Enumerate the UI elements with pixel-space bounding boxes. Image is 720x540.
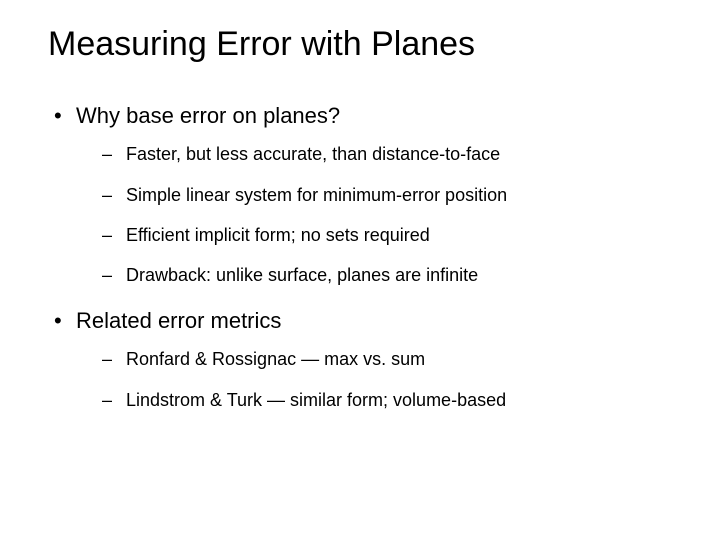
- sub-bullet-list: Ronfard & Rossignac — max vs. sum Lindst…: [76, 347, 680, 412]
- bullet-text: Ronfard & Rossignac — max vs. sum: [126, 349, 425, 369]
- list-item: Drawback: unlike surface, planes are inf…: [96, 263, 680, 287]
- bullet-text: Efficient implicit form; no sets require…: [126, 225, 430, 245]
- list-item: Ronfard & Rossignac — max vs. sum: [96, 347, 680, 371]
- bullet-list: Why base error on planes? Faster, but le…: [48, 101, 680, 412]
- bullet-text: Lindstrom & Turk — similar form; volume-…: [126, 390, 506, 410]
- bullet-text: Faster, but less accurate, than distance…: [126, 144, 500, 164]
- sub-bullet-list: Faster, but less accurate, than distance…: [76, 142, 680, 287]
- list-item: Lindstrom & Turk — similar form; volume-…: [96, 388, 680, 412]
- list-item: Faster, but less accurate, than distance…: [96, 142, 680, 166]
- bullet-text: Related error metrics: [76, 308, 281, 333]
- slide: Measuring Error with Planes Why base err…: [0, 0, 720, 540]
- list-item: Efficient implicit form; no sets require…: [96, 223, 680, 247]
- bullet-text: Drawback: unlike surface, planes are inf…: [126, 265, 478, 285]
- bullet-text: Why base error on planes?: [76, 103, 340, 128]
- slide-title: Measuring Error with Planes: [48, 24, 680, 65]
- list-item: Related error metrics Ronfard & Rossigna…: [48, 306, 680, 412]
- list-item: Simple linear system for minimum-error p…: [96, 183, 680, 207]
- bullet-text: Simple linear system for minimum-error p…: [126, 185, 507, 205]
- list-item: Why base error on planes? Faster, but le…: [48, 101, 680, 288]
